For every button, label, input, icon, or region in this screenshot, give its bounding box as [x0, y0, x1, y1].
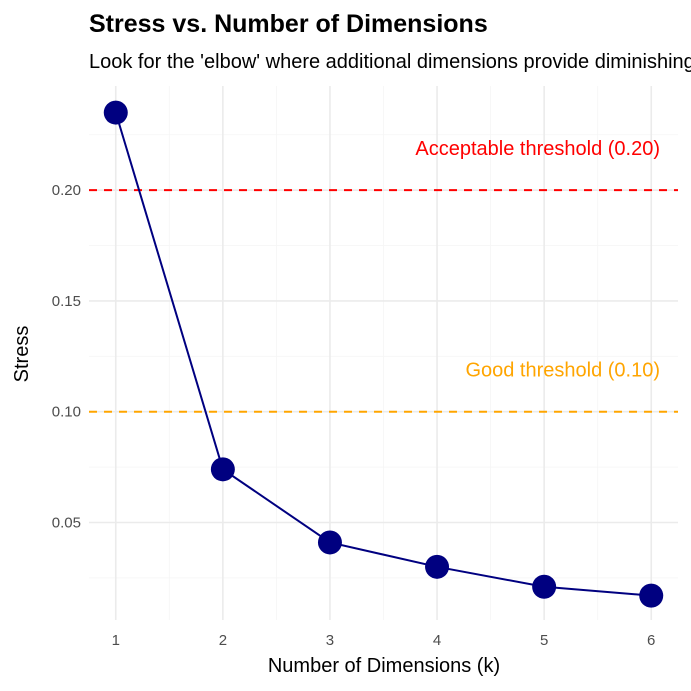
x-tick-label: 2 — [219, 632, 227, 649]
y-tick-label: 0.15 — [52, 293, 81, 310]
x-tick-label: 4 — [433, 632, 441, 649]
annotations: Acceptable threshold (0.20) Good threshol… — [415, 138, 660, 382]
x-tick-label: 3 — [326, 632, 334, 649]
x-tick-label: 1 — [112, 632, 120, 649]
series-line — [114, 112, 652, 597]
data-point — [639, 583, 664, 608]
x-tick-label: 5 — [540, 632, 548, 649]
x-tick-label: 6 — [647, 632, 655, 649]
y-tick-label: 0.10 — [52, 404, 81, 421]
grid — [89, 86, 678, 620]
threshold-label: Good threshold (0.10) — [465, 360, 660, 382]
y-axis-label: Stress — [11, 326, 33, 383]
data-point — [317, 530, 342, 555]
y-tick-label: 0.05 — [52, 515, 81, 532]
y-tick-label: 0.20 — [52, 182, 81, 199]
threshold-label: Acceptable threshold (0.20) — [415, 138, 660, 160]
data-point — [425, 554, 450, 579]
data-point — [210, 457, 235, 482]
x-axis-label: Number of Dimensions (k) — [268, 655, 500, 677]
points — [103, 100, 664, 608]
chart-title: Stress vs. Number of Dimensions — [89, 10, 488, 38]
y-axis-ticks: 0.05 0.10 0.15 0.20 — [52, 182, 81, 531]
data-point — [532, 574, 557, 599]
x-axis-ticks: 1 2 3 4 5 6 — [112, 632, 656, 649]
data-point — [103, 100, 128, 125]
series — [114, 112, 652, 597]
chart-subtitle: Look for the 'elbow' where additional di… — [89, 51, 691, 73]
